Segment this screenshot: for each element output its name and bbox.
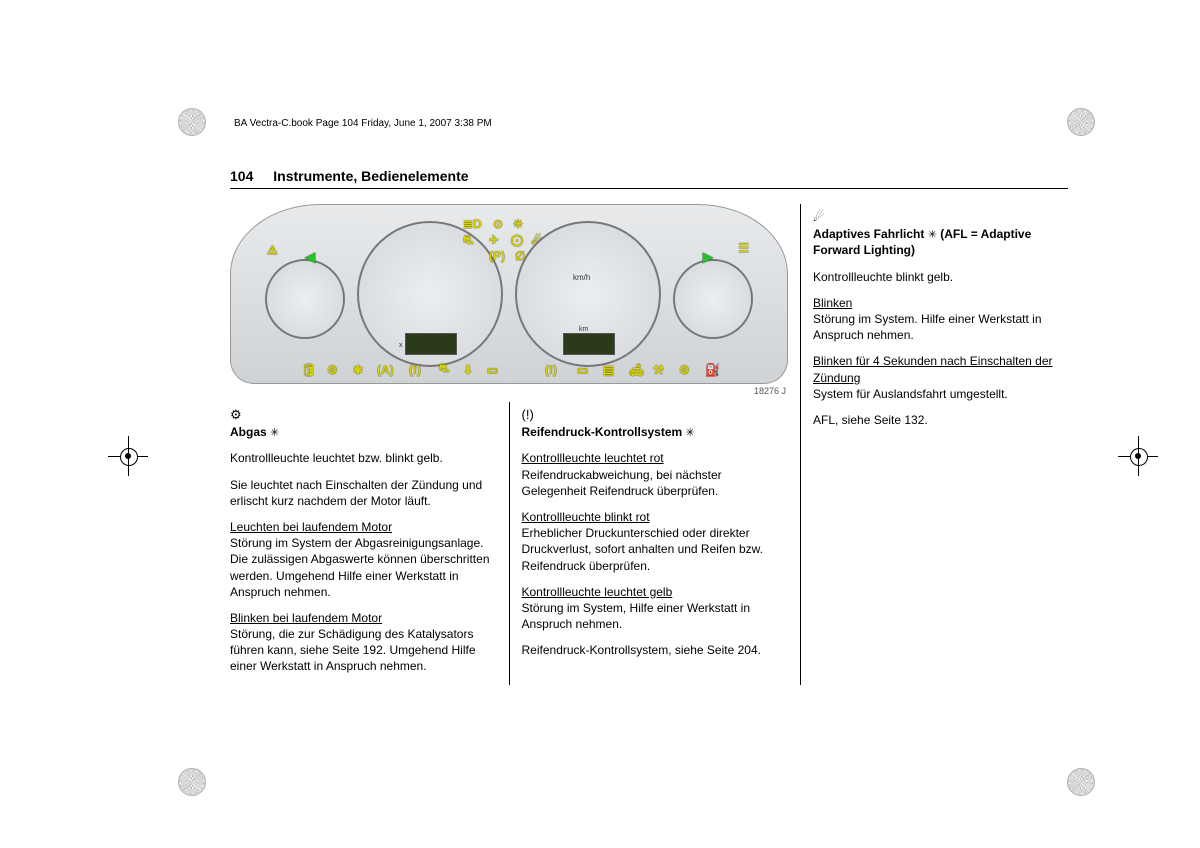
brake-icon: (!) <box>409 363 421 377</box>
tpms-title: Reifendruck-Kontrollsystem <box>522 425 683 439</box>
speedo-label: km/h <box>573 273 590 282</box>
tpms-p2: Erheblicher Druckunterschied oder direkt… <box>522 526 763 572</box>
afl-sub2: Blinken für 4 Sekunden nach Einschalten … <box>813 354 1053 384</box>
tachometer-gauge: x 1000/min <box>357 221 503 367</box>
service-icon: ⚒ <box>653 363 664 377</box>
col-afl: ☄ Adaptives Fahrlicht ✳ (AFL = Adaptive … <box>800 204 1068 685</box>
turn-right-icon: ► <box>699 247 717 268</box>
tpms-p4: Reifendruck-Kontrollsystem, siehe Seite … <box>522 642 787 658</box>
warn-icon: ☄ <box>531 233 542 247</box>
afl-p3: System für Auslandsfahrt umgestellt. <box>813 387 1008 401</box>
image-caption: 18276 J <box>230 386 786 396</box>
temp-gauge <box>265 259 345 339</box>
seat-icon: 🛋 <box>629 363 644 377</box>
speedo-lcd <box>563 333 615 355</box>
warn-icon: ⛐ <box>463 233 473 249</box>
belt-icon: ⛐ <box>439 361 449 377</box>
page-header: 104 Instrumente, Bedienelemente <box>230 168 1068 189</box>
battery-icon: ▭ <box>577 363 588 377</box>
warn-icon: ⊙ <box>493 217 503 231</box>
afl-p2: Störung im System. Hilfe einer Werkstatt… <box>813 312 1042 342</box>
airbag-icon: ✱ <box>353 363 363 377</box>
tpms-sub3: Kontrollleuchte leuchtet gelb <box>522 585 673 599</box>
odo-label: km <box>579 326 588 333</box>
warn-icon: ≣D <box>463 217 482 231</box>
afl-title: Adaptives Fahrlicht <box>813 227 924 241</box>
warn-icon: ☰ <box>738 241 749 255</box>
abgas-p1: Kontrollleuchte leuchtet bzw. blinkt gel… <box>230 450 495 466</box>
tpms-p3: Störung im System, Hilfe einer Werkstatt… <box>522 601 751 631</box>
option-star-icon: ✳ <box>686 427 695 439</box>
abgas-sub1: Leuchten bei laufendem Motor <box>230 520 392 534</box>
tpms-symbol-icon: (!) <box>522 406 787 424</box>
fuel-icon: ⛽ <box>705 363 720 377</box>
engine2-icon: ⚙ <box>679 363 690 377</box>
page-number: 104 <box>230 168 253 184</box>
page-title: Instrumente, Bedienelemente <box>273 168 468 184</box>
afl-p4: AFL, siehe Seite 132. <box>813 412 1068 428</box>
display-icon: ▭ <box>487 363 498 377</box>
abgas-p2: Sie leuchtet nach Einschalten der Zündun… <box>230 477 495 509</box>
col-abgas: ⚙ Abgas ✳ Kontrollleuchte leuchtet bzw. … <box>230 402 495 685</box>
warn-icon: ∅ <box>515 249 525 263</box>
warn-icon: ⚠ <box>267 243 278 257</box>
afl-symbol-icon: ☄ <box>813 208 1068 226</box>
abgas-p3: Störung im System der Abgasreinigungsanl… <box>230 536 490 599</box>
warn-icon: ✳ <box>513 217 523 231</box>
tpms-icon: (!) <box>545 363 557 377</box>
abgas-title: Abgas <box>230 425 267 439</box>
abs-icon: (A) <box>377 363 394 377</box>
print-reg-mark-tl <box>178 108 206 136</box>
warn-icon: ✈ <box>489 233 499 247</box>
engine-symbol-icon: ⚙ <box>230 406 495 424</box>
instrument-cluster-illustration: x 1000/min km/h km ◄ ► ≣D ⊙ ✳ ⛐ ✈ ⨀ ☄ <box>230 204 786 382</box>
tpms-sub1: Kontrollleuchte leuchtet rot <box>522 451 664 465</box>
bottom-indicator-strip: 🛢 ⚙ ✱ (A) (!) ⛐ ⬇ ▭ (!) ▭ ▤ 🛋 ⚒ ⚙ ⛽ <box>301 353 717 377</box>
pedal-icon: ⬇ <box>463 363 473 377</box>
print-reg-mark-tr <box>1067 108 1095 136</box>
radar-icon: ▤ <box>603 363 614 377</box>
afl-p1: Kontrollleuchte blinkt gelb. <box>813 269 1068 285</box>
tpms-p1: Reifendruckabweichung, bei nächster Gele… <box>522 468 722 498</box>
book-metadata: BA Vectra-C.book Page 104 Friday, June 1… <box>234 118 492 129</box>
abgas-sub2: Blinken bei laufendem Motor <box>230 611 382 625</box>
engine-icon: ⚙ <box>327 363 338 377</box>
print-reg-mark-br <box>1067 768 1095 796</box>
turn-left-icon: ◄ <box>301 247 319 268</box>
afl-sub1: Blinken <box>813 296 852 310</box>
print-reg-mark-bl <box>178 768 206 796</box>
fuel-gauge <box>673 259 753 339</box>
oil-icon: 🛢 <box>301 363 316 377</box>
option-star-icon: ✳ <box>928 229 937 241</box>
tpms-sub2: Kontrollleuchte blinkt rot <box>522 510 650 524</box>
option-star-icon: ✳ <box>270 427 279 439</box>
warn-icon: (P) <box>489 249 505 263</box>
tach-lcd <box>405 333 457 355</box>
warn-icon: ⨀ <box>511 233 523 247</box>
abgas-p4: Störung, die zur Schädigung des Katalysa… <box>230 627 476 673</box>
col-reifendruck: (!) Reifendruck-Kontrollsystem ✳ Kontrol… <box>509 402 787 685</box>
